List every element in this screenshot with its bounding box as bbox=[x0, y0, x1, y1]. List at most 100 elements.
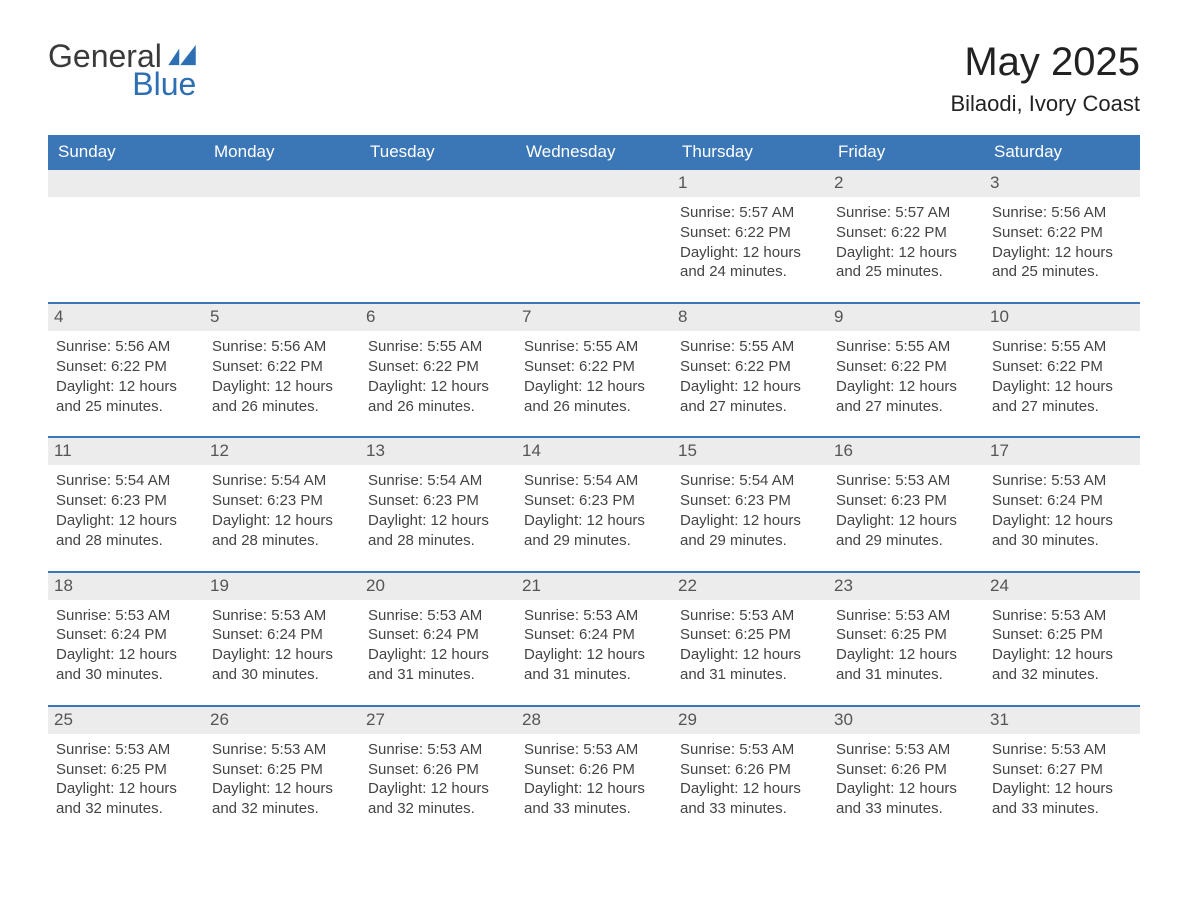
day-cell: 6 Sunrise: 5:55 AMSunset: 6:22 PMDaylight… bbox=[360, 304, 516, 436]
sunset-line: Sunset: 6:23 PM bbox=[212, 491, 352, 511]
day-number: 30 bbox=[828, 707, 984, 734]
header: General Blue May 2025 Bilaodi, Ivory Coa… bbox=[48, 40, 1140, 117]
dow-cell: Monday bbox=[204, 135, 360, 170]
day-details: Sunrise: 5:53 AMSunset: 6:24 PMDaylight:… bbox=[992, 471, 1132, 550]
sunset-line: Sunset: 6:22 PM bbox=[992, 357, 1132, 377]
day-cell: 30 Sunrise: 5:53 AMSunset: 6:26 PMDayligh… bbox=[828, 707, 984, 839]
day-number: 6 bbox=[360, 304, 516, 331]
sunset-line: Sunset: 6:22 PM bbox=[836, 223, 976, 243]
daylight-line: Daylight: 12 hours and 26 minutes. bbox=[368, 377, 508, 417]
day-details: Sunrise: 5:53 AMSunset: 6:26 PMDaylight:… bbox=[368, 740, 508, 819]
day-details: Sunrise: 5:53 AMSunset: 6:24 PMDaylight:… bbox=[56, 606, 196, 685]
sunrise-line: Sunrise: 5:56 AM bbox=[212, 337, 352, 357]
daylight-line: Daylight: 12 hours and 33 minutes. bbox=[836, 779, 976, 819]
sunrise-line: Sunrise: 5:53 AM bbox=[56, 606, 196, 626]
day-number: 16 bbox=[828, 438, 984, 465]
day-number: 8 bbox=[672, 304, 828, 331]
day-details: Sunrise: 5:54 AMSunset: 6:23 PMDaylight:… bbox=[680, 471, 820, 550]
sunrise-line: Sunrise: 5:53 AM bbox=[524, 606, 664, 626]
sunrise-line: Sunrise: 5:53 AM bbox=[212, 606, 352, 626]
day-cell: 3Sunrise: 5:56 AMSunset: 6:22 PMDaylight… bbox=[984, 170, 1140, 302]
day-cell: 27Sunrise: 5:53 AMSunset: 6:26 PMDayligh… bbox=[360, 707, 516, 839]
sunset-line: Sunset: 6:23 PM bbox=[368, 491, 508, 511]
day-number: . bbox=[204, 170, 360, 197]
day-number: 12 bbox=[204, 438, 360, 465]
day-number: 26 bbox=[204, 707, 360, 734]
sunrise-line: Sunrise: 5:54 AM bbox=[524, 471, 664, 491]
day-cell: 14Sunrise: 5:54 AMSunset: 6:23 PMDayligh… bbox=[516, 438, 672, 570]
day-cell: 9Sunrise: 5:55 AMSunset: 6:22 PMDaylight… bbox=[828, 304, 984, 436]
sunrise-line: Sunrise: 5:53 AM bbox=[836, 740, 976, 760]
sunset-line: Sunset: 6:23 PM bbox=[56, 491, 196, 511]
sunset-line: Sunset: 6:22 PM bbox=[56, 357, 196, 377]
day-cell: 24Sunrise: 5:53 AMSunset: 6:25 PMDayligh… bbox=[984, 573, 1140, 705]
sunrise-line: Sunrise: 5:53 AM bbox=[56, 740, 196, 760]
sunrise-line: Sunrise: 5:53 AM bbox=[368, 740, 508, 760]
day-details: Sunrise: 5:55 AMSunset: 6:22 PMDaylight:… bbox=[836, 337, 976, 416]
daylight-line: Daylight: 12 hours and 32 minutes. bbox=[56, 779, 196, 819]
dow-row: SundayMondayTuesdayWednesdayThursdayFrid… bbox=[48, 135, 1140, 170]
week-row: 11Sunrise: 5:54 AMSunset: 6:23 PMDayligh… bbox=[48, 436, 1140, 570]
day-cell: 10Sunrise: 5:55 AMSunset: 6:22 PMDayligh… bbox=[984, 304, 1140, 436]
sunset-line: Sunset: 6:22 PM bbox=[680, 357, 820, 377]
daylight-line: Daylight: 12 hours and 28 minutes. bbox=[368, 511, 508, 551]
daylight-line: Daylight: 12 hours and 31 minutes. bbox=[524, 645, 664, 685]
sunset-line: Sunset: 6:26 PM bbox=[524, 760, 664, 780]
day-cell: 26Sunrise: 5:53 AMSunset: 6:25 PMDayligh… bbox=[204, 707, 360, 839]
sunrise-line: Sunrise: 5:53 AM bbox=[368, 606, 508, 626]
sunrise-line: Sunrise: 5:53 AM bbox=[836, 606, 976, 626]
dow-cell: Thursday bbox=[672, 135, 828, 170]
week-row: 25Sunrise: 5:53 AMSunset: 6:25 PMDayligh… bbox=[48, 705, 1140, 839]
week-row: 4Sunrise: 5:56 AMSunset: 6:22 PMDaylight… bbox=[48, 302, 1140, 436]
sunrise-line: Sunrise: 5:53 AM bbox=[836, 471, 976, 491]
sunrise-line: Sunrise: 5:53 AM bbox=[992, 740, 1132, 760]
day-details: Sunrise: 5:54 AMSunset: 6:23 PMDaylight:… bbox=[368, 471, 508, 550]
day-number: 4 bbox=[48, 304, 204, 331]
day-cell: 11Sunrise: 5:54 AMSunset: 6:23 PMDayligh… bbox=[48, 438, 204, 570]
day-number: 31 bbox=[984, 707, 1140, 734]
sunrise-line: Sunrise: 5:54 AM bbox=[680, 471, 820, 491]
day-number: . bbox=[360, 170, 516, 197]
day-cell: 15Sunrise: 5:54 AMSunset: 6:23 PMDayligh… bbox=[672, 438, 828, 570]
sunrise-line: Sunrise: 5:53 AM bbox=[680, 740, 820, 760]
day-cell: 20Sunrise: 5:53 AMSunset: 6:24 PMDayligh… bbox=[360, 573, 516, 705]
sunset-line: Sunset: 6:22 PM bbox=[836, 357, 976, 377]
sunrise-line: Sunrise: 5:55 AM bbox=[680, 337, 820, 357]
day-details: Sunrise: 5:54 AMSunset: 6:23 PMDaylight:… bbox=[56, 471, 196, 550]
daylight-line: Daylight: 12 hours and 26 minutes. bbox=[524, 377, 664, 417]
day-details: Sunrise: 5:57 AMSunset: 6:22 PMDaylight:… bbox=[836, 203, 976, 282]
daylight-line: Daylight: 12 hours and 29 minutes. bbox=[524, 511, 664, 551]
day-cell: 17Sunrise: 5:53 AMSunset: 6:24 PMDayligh… bbox=[984, 438, 1140, 570]
day-number: . bbox=[516, 170, 672, 197]
sunset-line: Sunset: 6:27 PM bbox=[992, 760, 1132, 780]
day-details: Sunrise: 5:53 AMSunset: 6:26 PMDaylight:… bbox=[524, 740, 664, 819]
sunrise-line: Sunrise: 5:57 AM bbox=[836, 203, 976, 223]
sunrise-line: Sunrise: 5:56 AM bbox=[56, 337, 196, 357]
day-details: Sunrise: 5:53 AMSunset: 6:25 PMDaylight:… bbox=[56, 740, 196, 819]
location: Bilaodi, Ivory Coast bbox=[950, 91, 1140, 117]
day-details: Sunrise: 5:55 AMSunset: 6:22 PMDaylight:… bbox=[368, 337, 508, 416]
sunset-line: Sunset: 6:26 PM bbox=[680, 760, 820, 780]
day-details: Sunrise: 5:53 AMSunset: 6:24 PMDaylight:… bbox=[212, 606, 352, 685]
day-number: 22 bbox=[672, 573, 828, 600]
sunrise-line: Sunrise: 5:56 AM bbox=[992, 203, 1132, 223]
title-block: May 2025 Bilaodi, Ivory Coast bbox=[950, 40, 1140, 117]
sunset-line: Sunset: 6:24 PM bbox=[56, 625, 196, 645]
dow-cell: Saturday bbox=[984, 135, 1140, 170]
dow-cell: Tuesday bbox=[360, 135, 516, 170]
sunset-line: Sunset: 6:25 PM bbox=[992, 625, 1132, 645]
daylight-line: Daylight: 12 hours and 25 minutes. bbox=[836, 243, 976, 283]
sunrise-line: Sunrise: 5:54 AM bbox=[56, 471, 196, 491]
daylight-line: Daylight: 12 hours and 26 minutes. bbox=[212, 377, 352, 417]
day-number: 23 bbox=[828, 573, 984, 600]
sunset-line: Sunset: 6:26 PM bbox=[836, 760, 976, 780]
day-details: Sunrise: 5:53 AMSunset: 6:25 PMDaylight:… bbox=[836, 606, 976, 685]
sunset-line: Sunset: 6:23 PM bbox=[524, 491, 664, 511]
day-cell: . bbox=[204, 170, 360, 302]
daylight-line: Daylight: 12 hours and 31 minutes. bbox=[680, 645, 820, 685]
daylight-line: Daylight: 12 hours and 33 minutes. bbox=[992, 779, 1132, 819]
logo: General Blue bbox=[48, 40, 196, 100]
week-row: 18Sunrise: 5:53 AMSunset: 6:24 PMDayligh… bbox=[48, 571, 1140, 705]
dow-cell: Wednesday bbox=[516, 135, 672, 170]
daylight-line: Daylight: 12 hours and 28 minutes. bbox=[56, 511, 196, 551]
